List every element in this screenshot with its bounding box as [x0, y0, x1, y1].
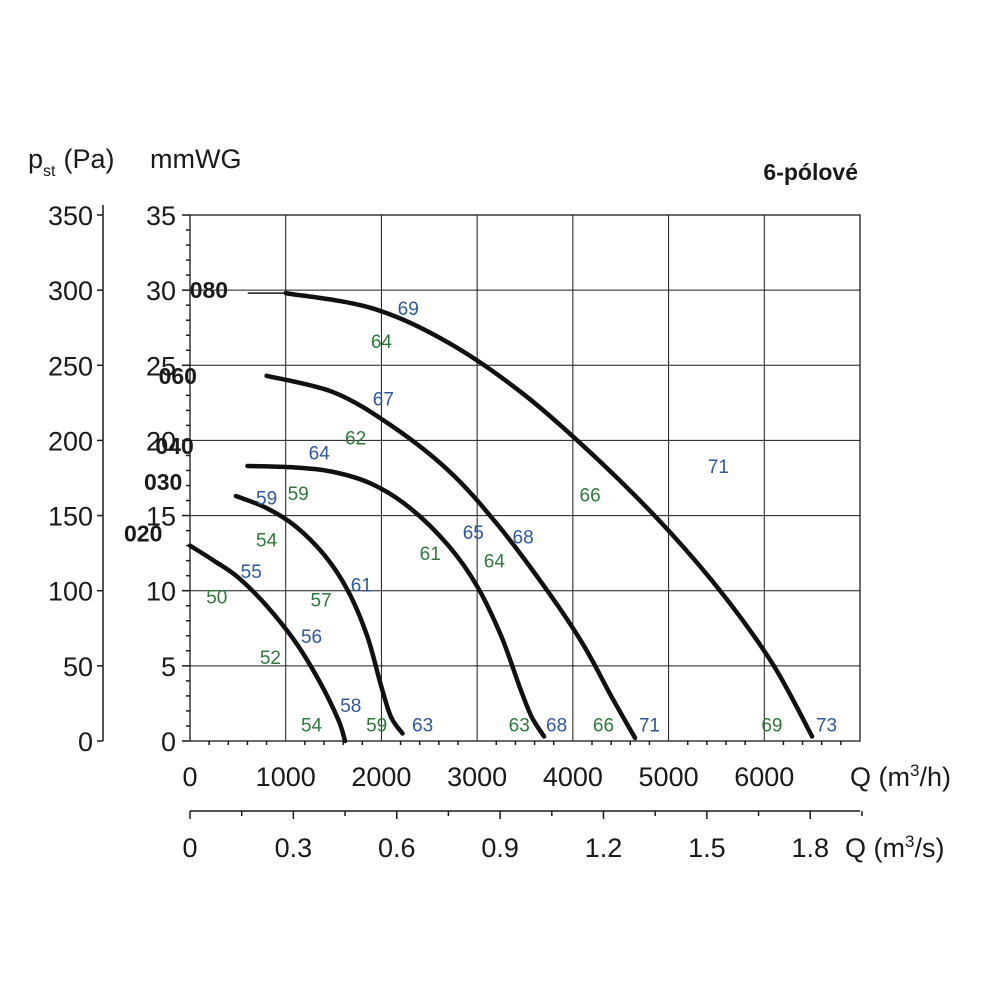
x-tick-label-m3h: 0 — [182, 762, 197, 792]
sound-level-label: 64 — [309, 443, 331, 464]
sound-level-label: 56 — [301, 627, 322, 648]
y-tick-label-pa: 300 — [48, 276, 93, 306]
sound-level-label: 64 — [371, 332, 393, 353]
y-tick-label-pa: 50 — [63, 652, 93, 682]
sound-level-label: 68 — [546, 715, 567, 736]
x-axis-title-m3h: Q (m3/h) — [850, 761, 951, 792]
x-tick-label-m3h: 5000 — [639, 762, 699, 792]
curve-040 — [245, 463, 547, 739]
sound-level-label: 54 — [256, 531, 278, 552]
y-tick-label-mmwg: 20 — [146, 426, 176, 456]
y-tick-label-mmwg: 30 — [146, 276, 176, 306]
sound-level-label: 67 — [373, 389, 394, 410]
plot-frame — [189, 214, 861, 742]
x-axis-title-m3s: Q (m3/s) — [845, 832, 944, 863]
y-tick-label-mmwg: 0 — [161, 727, 176, 757]
y-tick-label-pa: 350 — [48, 201, 93, 231]
grid — [189, 214, 861, 742]
sound-level-label: 73 — [816, 715, 837, 736]
curve-060 — [264, 373, 638, 741]
sound-level-label: 66 — [580, 486, 601, 507]
x-tick-label-m3h: 2000 — [351, 762, 411, 792]
y-tick-label-mmwg: 10 — [146, 577, 176, 607]
curves — [187, 290, 815, 744]
sound-level-label: 69 — [761, 715, 782, 736]
sound-level-label: 65 — [463, 523, 484, 544]
y-tick-label-pa: 200 — [48, 426, 93, 456]
sound-level-label: 62 — [345, 428, 366, 449]
sound-level-label: 66 — [593, 715, 614, 736]
sound-level-label: 71 — [708, 457, 729, 478]
curve-080 — [283, 290, 815, 739]
chart-title: 6-pólové — [763, 159, 858, 185]
curve-label-060: 060 — [159, 363, 197, 389]
sound-level-label: 59 — [288, 484, 309, 505]
curve-020 — [187, 543, 348, 744]
sound-level-label: 63 — [509, 715, 530, 736]
y-tick-label-mmwg: 5 — [161, 652, 176, 682]
curve-label-040: 040 — [155, 433, 193, 459]
sound-level-label: 58 — [340, 696, 361, 717]
x-tick-label-m3h: 1000 — [256, 762, 316, 792]
sound-level-label: 64 — [484, 552, 506, 573]
sound-level-label: 59 — [366, 715, 387, 736]
x-tick-label-m3s: 0.9 — [481, 833, 519, 863]
y-axis-title-pa: pst (Pa) — [28, 144, 115, 180]
sound-level-label: 63 — [412, 715, 433, 736]
curve-label-030: 030 — [144, 469, 182, 495]
sound-level-label: 52 — [260, 648, 281, 669]
sound-level-label: 54 — [301, 715, 323, 736]
sound-level-label: 57 — [311, 591, 332, 612]
x-tick-label-m3s: 0.6 — [378, 833, 416, 863]
x-tick-label-m3s: 1.5 — [688, 833, 726, 863]
curve-label-080: 080 — [190, 277, 228, 303]
sound-level-label: 71 — [639, 715, 660, 736]
x-tick-label-m3h: 6000 — [734, 762, 794, 792]
x-tick-label-m3h: 3000 — [447, 762, 507, 792]
y-tick-label-mmwg: 15 — [146, 502, 176, 532]
x-tick-label-m3s: 0.3 — [275, 833, 313, 863]
sound-level-label: 61 — [420, 544, 441, 565]
sound-level-label: 68 — [513, 528, 534, 549]
x-tick-label-m3s: 1.8 — [791, 833, 829, 863]
sound-level-label: 55 — [241, 562, 262, 583]
curve-030 — [233, 493, 405, 736]
y-tick-label-pa: 250 — [48, 351, 93, 381]
y-tick-label-mmwg: 25 — [146, 351, 176, 381]
y-tick-label-pa: 150 — [48, 502, 93, 532]
sound-level-label: 59 — [256, 489, 277, 510]
sound-level-label: 61 — [351, 576, 372, 597]
x-tick-label-m3h: 4000 — [543, 762, 603, 792]
y-tick-label-pa: 0 — [78, 727, 93, 757]
y-tick-label-pa: 100 — [48, 577, 93, 607]
curve-label-020: 020 — [124, 521, 162, 547]
x-tick-label-m3s: 0 — [182, 833, 197, 863]
sound-level-label: 50 — [206, 588, 227, 609]
x-tick-label-m3s: 1.2 — [585, 833, 623, 863]
sound-labels: 020 55 50 56 52 58 54 030 59 59 54 61 57 59 63 040 64 62 6… — [124, 277, 837, 736]
y-axis-title-mmwg: mmWG — [150, 144, 241, 174]
sound-level-label: 69 — [398, 299, 419, 320]
y-tick-label-mmwg: 35 — [146, 201, 176, 231]
